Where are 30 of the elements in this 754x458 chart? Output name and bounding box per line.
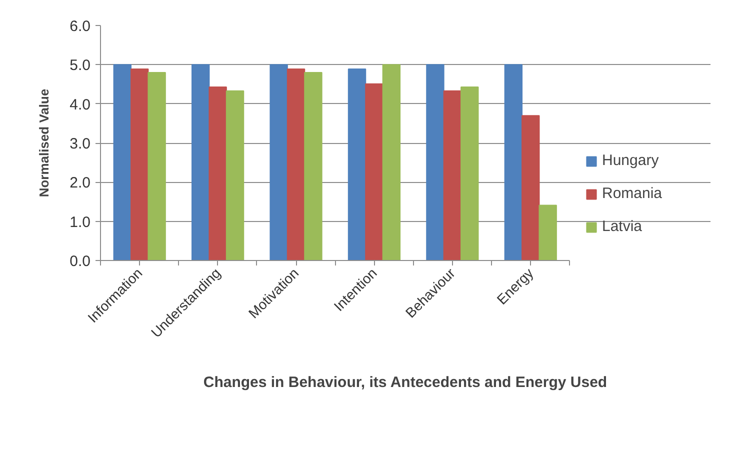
y-tick-label: 0.0 <box>70 253 91 270</box>
bar <box>226 90 244 260</box>
legend-label: Hungary <box>602 152 659 169</box>
y-tick-label: 6.0 <box>70 18 91 35</box>
bar <box>304 72 322 260</box>
legend-label: Romania <box>602 185 662 202</box>
y-tick-label: 2.0 <box>70 174 91 192</box>
bar <box>460 86 479 260</box>
y-tick-label: 1.0 <box>70 214 91 231</box>
bar <box>426 64 444 260</box>
y-tick-label: 5.0 <box>70 57 91 74</box>
legend-label: Latvia <box>602 218 642 235</box>
bar <box>270 64 288 260</box>
bar <box>192 64 210 260</box>
bar <box>522 115 540 260</box>
bar <box>130 68 149 260</box>
bar <box>365 83 384 260</box>
y-axis-title: Normalised Value <box>36 88 52 198</box>
bar <box>348 68 366 260</box>
bar <box>443 90 462 260</box>
bar <box>113 64 132 260</box>
bar <box>382 64 401 260</box>
bar <box>148 72 166 260</box>
x-axis-title: Changes in Behaviour, its Antecedents and Energy Used <box>203 374 608 392</box>
bar <box>504 64 523 260</box>
bar <box>208 86 227 260</box>
bar <box>286 68 306 260</box>
y-tick-label: 3.0 <box>70 136 91 152</box>
bar <box>538 204 557 260</box>
y-tick-label: 4.0 <box>70 96 91 114</box>
